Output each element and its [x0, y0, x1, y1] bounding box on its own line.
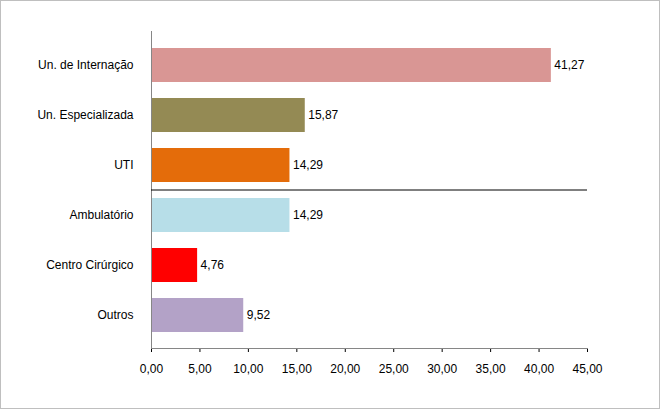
svg-text:Un. de Internação: Un. de Internação: [38, 58, 134, 72]
svg-text:5,00: 5,00: [188, 362, 212, 376]
svg-text:15,00: 15,00: [282, 362, 312, 376]
svg-text:Un. Especializada: Un. Especializada: [37, 108, 133, 122]
svg-text:0,00: 0,00: [140, 362, 164, 376]
svg-text:30,00: 30,00: [427, 362, 457, 376]
svg-text:UTI: UTI: [114, 158, 133, 172]
svg-text:10,00: 10,00: [233, 362, 263, 376]
svg-text:45,00: 45,00: [572, 362, 602, 376]
svg-text:Outros: Outros: [97, 308, 133, 322]
svg-text:40,00: 40,00: [524, 362, 554, 376]
svg-text:35,00: 35,00: [476, 362, 506, 376]
svg-text:14,29: 14,29: [293, 208, 323, 222]
svg-text:14,29: 14,29: [293, 158, 323, 172]
svg-text:25,00: 25,00: [379, 362, 409, 376]
svg-text:9,52: 9,52: [247, 308, 271, 322]
svg-text:4,76: 4,76: [201, 258, 225, 272]
svg-text:Ambulatório: Ambulatório: [69, 208, 133, 222]
svg-text:20,00: 20,00: [330, 362, 360, 376]
svg-text:15,87: 15,87: [308, 108, 338, 122]
svg-text:41,27: 41,27: [554, 58, 584, 72]
svg-text:Centro Cirúrgico: Centro Cirúrgico: [46, 258, 134, 272]
